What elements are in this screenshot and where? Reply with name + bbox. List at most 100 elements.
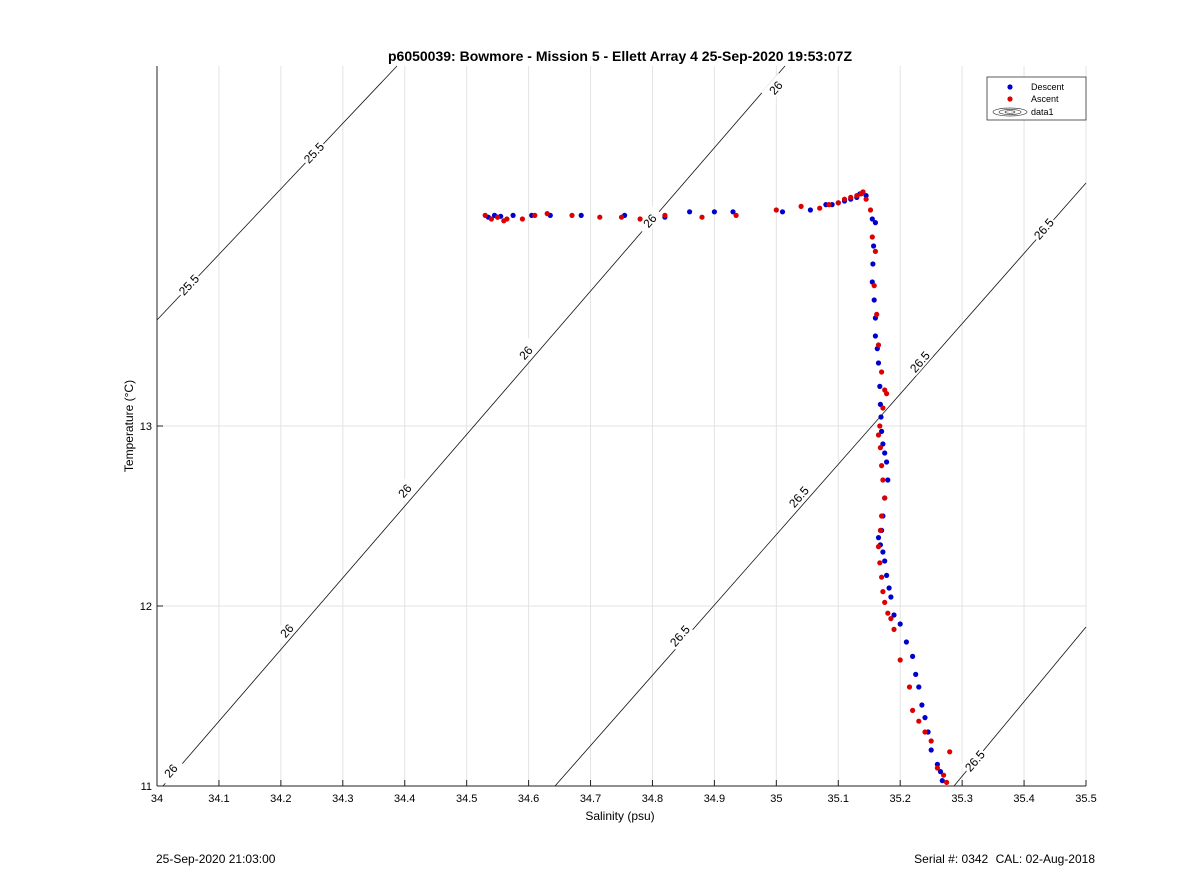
descent-point (937, 769, 944, 775)
x-tick-label: 35 (770, 793, 782, 805)
x-tick-label: 34.4 (394, 793, 415, 805)
descent-point (872, 333, 879, 339)
ascent-point (877, 445, 884, 451)
descent-point (919, 702, 925, 708)
x-tick-label: 34.2 (270, 793, 291, 805)
descent-point (730, 209, 736, 215)
cal-label: CAL: (995, 852, 1023, 866)
chart-title: p6050039: Bowmore - Mission 5 - Ellett A… (388, 48, 852, 64)
descent-point (880, 549, 886, 555)
descent-point (863, 193, 869, 199)
ascent-point (944, 779, 950, 786)
ascent-point (854, 193, 860, 199)
ascent-point (699, 214, 705, 220)
data-points (482, 189, 953, 786)
legend-contour-icon (992, 107, 1028, 117)
ascent-point (504, 216, 510, 222)
x-tick-label: 34 (151, 793, 163, 805)
isopycnal-label-bg (156, 755, 185, 785)
ascent-point (662, 212, 668, 218)
ascent-point (733, 212, 739, 218)
axes: 34 34.1 34.2 34.3 34.4 34.5 34.6 34.7 34.8 34.9 35… (140, 66, 1097, 805)
ascent-point (544, 211, 550, 217)
descent-point (711, 209, 718, 215)
descent-point (877, 383, 883, 389)
ascent-point (871, 283, 877, 289)
descent-point (903, 639, 910, 645)
ascent-point (891, 626, 897, 633)
ascent-point (872, 248, 879, 254)
ascent-point (860, 189, 866, 195)
descent-point (891, 612, 897, 618)
isopycnal-label-bg (299, 138, 328, 167)
isopycnal-label-bg (960, 745, 989, 775)
ascent-point (879, 369, 885, 375)
y-axis-label: Temperature (°C) (122, 380, 136, 472)
ascent-point (867, 207, 874, 213)
isopycnal-label-bg (761, 72, 790, 102)
isopycnal-label-bg (174, 270, 203, 299)
ascent-point (826, 202, 832, 208)
ascent-point (637, 216, 643, 222)
ascent-point (875, 432, 882, 438)
descent-point (916, 684, 922, 690)
isopycnal-label-bg (511, 337, 540, 367)
serial-value: 0342 (961, 852, 989, 866)
y-tick-label: 12 (140, 601, 152, 613)
isopycnal-label-bg (390, 475, 419, 505)
ascent-point (875, 342, 882, 348)
descent-point (870, 261, 876, 267)
ascent-point (869, 234, 875, 240)
ascent-point (879, 463, 885, 469)
ascent-point (928, 738, 934, 744)
ascent-point (888, 616, 894, 622)
descent-point (779, 209, 786, 215)
ascent-point (569, 212, 575, 218)
isopycnal-label-bg (784, 481, 813, 511)
descent-point (875, 535, 882, 541)
descent-point (910, 653, 916, 660)
x-tick-label: 35.4 (1013, 793, 1034, 805)
x-tick-label: 34.5 (456, 793, 477, 805)
descent-point (875, 360, 882, 366)
descent-point (807, 207, 814, 213)
descent-point (871, 297, 877, 303)
descent-point (687, 209, 693, 215)
legend-descent-marker (1007, 84, 1013, 90)
x-tick-label: 35.1 (828, 793, 849, 805)
isopycnal-label-bg (665, 620, 694, 650)
ascent-point (863, 196, 869, 202)
descent-point (510, 212, 516, 218)
ascent-point (532, 212, 538, 218)
ascent-point (916, 718, 922, 724)
descent-point (871, 243, 877, 249)
descent-point (872, 220, 879, 226)
ascent-point (877, 423, 883, 429)
x-tick-label: 34.3 (332, 793, 353, 805)
descent-point (888, 594, 894, 600)
y-tick-label: 13 (140, 421, 152, 433)
x-tick-label: 35.5 (1075, 793, 1096, 805)
ascent-point (885, 610, 891, 616)
ascent-point (882, 495, 888, 501)
ascent-point (947, 749, 953, 755)
descent-point (934, 761, 941, 768)
isopycnal-label: 25.5 (176, 271, 202, 298)
ascent-point (882, 599, 888, 606)
ascent-point (875, 544, 882, 550)
ascent-point (773, 207, 779, 213)
ascent-point (597, 214, 603, 220)
ascent-point (879, 574, 885, 580)
ascent-point (519, 216, 526, 222)
x-tick-label: 34.1 (208, 793, 229, 805)
footer-serial-cal: Serial #: 0342 CAL: 02-Aug-2018 (914, 852, 1095, 866)
serial-label: Serial #: (914, 852, 959, 866)
ascent-point (879, 513, 885, 519)
descent-point (869, 216, 875, 222)
x-tick-label: 34.6 (518, 793, 539, 805)
legend-ascent-label: Ascent (1031, 94, 1059, 104)
descent-point (882, 558, 888, 564)
legend-ascent-marker (1007, 96, 1013, 102)
footer-timestamp: 25-Sep-2020 21:03:00 (156, 852, 276, 866)
